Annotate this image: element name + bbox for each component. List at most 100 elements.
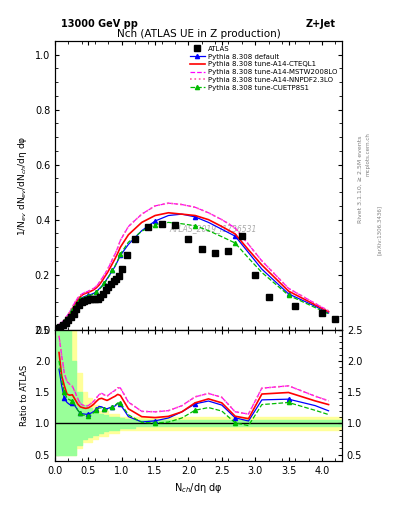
ATLAS	[82, 297, 87, 304]
Pythia 8.308 tune-A14-MSTW2008LO	[59, 319, 64, 326]
Pythia 8.308 tune-A14-MSTW2008LO	[219, 217, 224, 223]
ATLAS	[87, 296, 92, 303]
Pythia 8.308 tune-CUETP8S1	[57, 323, 61, 329]
Pythia 8.308 tune-CUETP8S1	[180, 221, 184, 227]
ATLAS	[109, 281, 114, 287]
Pythia 8.308 tune-A14-NNPDF2.3LO	[94, 283, 99, 289]
Pythia 8.308 tune-A14-MSTW2008LO	[62, 316, 67, 323]
Y-axis label: Ratio to ATLAS: Ratio to ATLAS	[20, 365, 29, 426]
Pythia 8.308 tune-CUETP8S1	[140, 228, 144, 234]
ATLAS	[66, 317, 71, 323]
Pythia 8.308 tune-A14-NNPDF2.3LO	[86, 288, 91, 294]
Pythia 8.308 tune-A14-MSTW2008LO	[233, 225, 237, 231]
Pythia 8.308 default	[67, 312, 72, 318]
Pythia 8.308 tune-A14-CTEQL1	[118, 244, 123, 250]
Pythia 8.308 tune-A14-NNPDF2.3LO	[153, 203, 158, 209]
Pythia 8.308 tune-A14-NNPDF2.3LO	[166, 200, 171, 206]
ATLAS	[226, 248, 231, 254]
Pythia 8.308 tune-A14-NNPDF2.3LO	[59, 319, 64, 326]
ATLAS	[119, 266, 124, 272]
ATLAS	[95, 295, 100, 302]
Title: Nch (ATLAS UE in Z production): Nch (ATLAS UE in Z production)	[117, 29, 280, 39]
Pythia 8.308 tune-A14-NNPDF2.3LO	[54, 323, 59, 329]
Pythia 8.308 tune-A14-CTEQL1	[73, 301, 77, 307]
Pythia 8.308 tune-A14-NNPDF2.3LO	[206, 210, 211, 216]
Pythia 8.308 default	[105, 275, 109, 282]
Pythia 8.308 tune-CUETP8S1	[118, 251, 123, 257]
Pythia 8.308 tune-A14-NNPDF2.3LO	[193, 204, 198, 210]
Pythia 8.308 tune-A14-MSTW2008LO	[110, 257, 115, 263]
Pythia 8.308 tune-A14-CTEQL1	[99, 279, 104, 285]
Pythia 8.308 default	[219, 226, 224, 232]
ATLAS	[146, 223, 151, 229]
Pythia 8.308 tune-A14-MSTW2008LO	[206, 210, 211, 216]
Pythia 8.308 tune-CUETP8S1	[246, 255, 251, 261]
Text: [arXiv:1306.3436]: [arXiv:1306.3436]	[377, 205, 382, 255]
Pythia 8.308 default	[246, 249, 251, 255]
Pythia 8.308 tune-A14-CTEQL1	[233, 231, 237, 237]
Pythia 8.308 tune-A14-MSTW2008LO	[99, 275, 104, 282]
Line: ATLAS: ATLAS	[55, 221, 338, 331]
Pythia 8.308 tune-A14-MSTW2008LO	[326, 308, 331, 314]
Pythia 8.308 default	[99, 283, 104, 289]
Pythia 8.308 tune-CUETP8S1	[105, 276, 109, 283]
Pythia 8.308 tune-CUETP8S1	[86, 293, 91, 299]
Line: Pythia 8.308 tune-A14-CTEQL1: Pythia 8.308 tune-A14-CTEQL1	[56, 213, 329, 327]
Pythia 8.308 tune-A14-NNPDF2.3LO	[73, 299, 77, 305]
Pythia 8.308 tune-A14-CTEQL1	[54, 324, 59, 330]
Pythia 8.308 tune-CUETP8S1	[99, 284, 104, 290]
Pythia 8.308 tune-A14-CTEQL1	[86, 289, 91, 295]
Pythia 8.308 default	[126, 241, 131, 247]
Pythia 8.308 tune-CUETP8S1	[193, 223, 198, 229]
ATLAS	[77, 302, 81, 308]
Pythia 8.308 tune-A14-NNPDF2.3LO	[233, 225, 237, 231]
Pythia 8.308 tune-A14-MSTW2008LO	[57, 322, 61, 328]
Pythia 8.308 tune-A14-NNPDF2.3LO	[313, 301, 318, 307]
Pythia 8.308 tune-A14-MSTW2008LO	[75, 295, 80, 301]
Pythia 8.308 tune-A14-CTEQL1	[57, 322, 61, 328]
Pythia 8.308 tune-CUETP8S1	[78, 296, 83, 303]
ATLAS	[69, 314, 73, 321]
Pythia 8.308 tune-A14-CTEQL1	[153, 212, 158, 219]
Pythia 8.308 default	[116, 258, 120, 264]
Pythia 8.308 tune-A14-CTEQL1	[97, 282, 101, 288]
Pythia 8.308 tune-A14-CTEQL1	[75, 297, 80, 303]
ATLAS	[133, 236, 138, 242]
Pythia 8.308 tune-CUETP8S1	[94, 289, 99, 295]
Pythia 8.308 tune-CUETP8S1	[91, 291, 96, 297]
Pythia 8.308 default	[107, 271, 112, 278]
Pythia 8.308 tune-A14-NNPDF2.3LO	[140, 211, 144, 217]
Pythia 8.308 default	[140, 227, 144, 233]
ATLAS	[101, 291, 105, 297]
Pythia 8.308 tune-A14-MSTW2008LO	[180, 201, 184, 207]
Pythia 8.308 tune-CUETP8S1	[70, 307, 75, 313]
Pythia 8.308 tune-A14-CTEQL1	[91, 287, 96, 293]
Pythia 8.308 tune-A14-NNPDF2.3LO	[97, 280, 101, 286]
Pythia 8.308 tune-A14-NNPDF2.3LO	[57, 322, 61, 328]
Line: Pythia 8.308 tune-A14-MSTW2008LO: Pythia 8.308 tune-A14-MSTW2008LO	[56, 203, 329, 326]
Pythia 8.308 tune-CUETP8S1	[219, 233, 224, 240]
Pythia 8.308 tune-A14-CTEQL1	[94, 285, 99, 291]
Pythia 8.308 tune-CUETP8S1	[107, 272, 112, 278]
Text: mcplots.cern.ch: mcplots.cern.ch	[365, 132, 371, 176]
Pythia 8.308 default	[94, 289, 99, 295]
Pythia 8.308 default	[206, 219, 211, 225]
Pythia 8.308 tune-A14-CTEQL1	[219, 223, 224, 229]
Pythia 8.308 tune-A14-CTEQL1	[126, 232, 131, 238]
Pythia 8.308 tune-A14-MSTW2008LO	[94, 283, 99, 289]
Text: ATLAS_2019_I1736531: ATLAS_2019_I1736531	[169, 224, 257, 233]
Pythia 8.308 tune-A14-MSTW2008LO	[91, 285, 96, 291]
ATLAS	[239, 233, 244, 239]
Pythia 8.308 tune-A14-NNPDF2.3LO	[91, 285, 96, 291]
Pythia 8.308 tune-A14-CTEQL1	[59, 321, 64, 327]
Pythia 8.308 default	[83, 293, 88, 299]
Pythia 8.308 default	[75, 299, 80, 305]
Pythia 8.308 tune-A14-MSTW2008LO	[83, 289, 88, 295]
Pythia 8.308 tune-CUETP8S1	[54, 324, 59, 330]
ATLAS	[293, 303, 298, 309]
Text: Z+Jet: Z+Jet	[306, 18, 336, 29]
Text: 13000 GeV pp: 13000 GeV pp	[61, 18, 138, 29]
Pythia 8.308 default	[70, 308, 75, 314]
Pythia 8.308 tune-A14-MSTW2008LO	[166, 200, 171, 206]
Pythia 8.308 tune-CUETP8S1	[206, 227, 211, 233]
